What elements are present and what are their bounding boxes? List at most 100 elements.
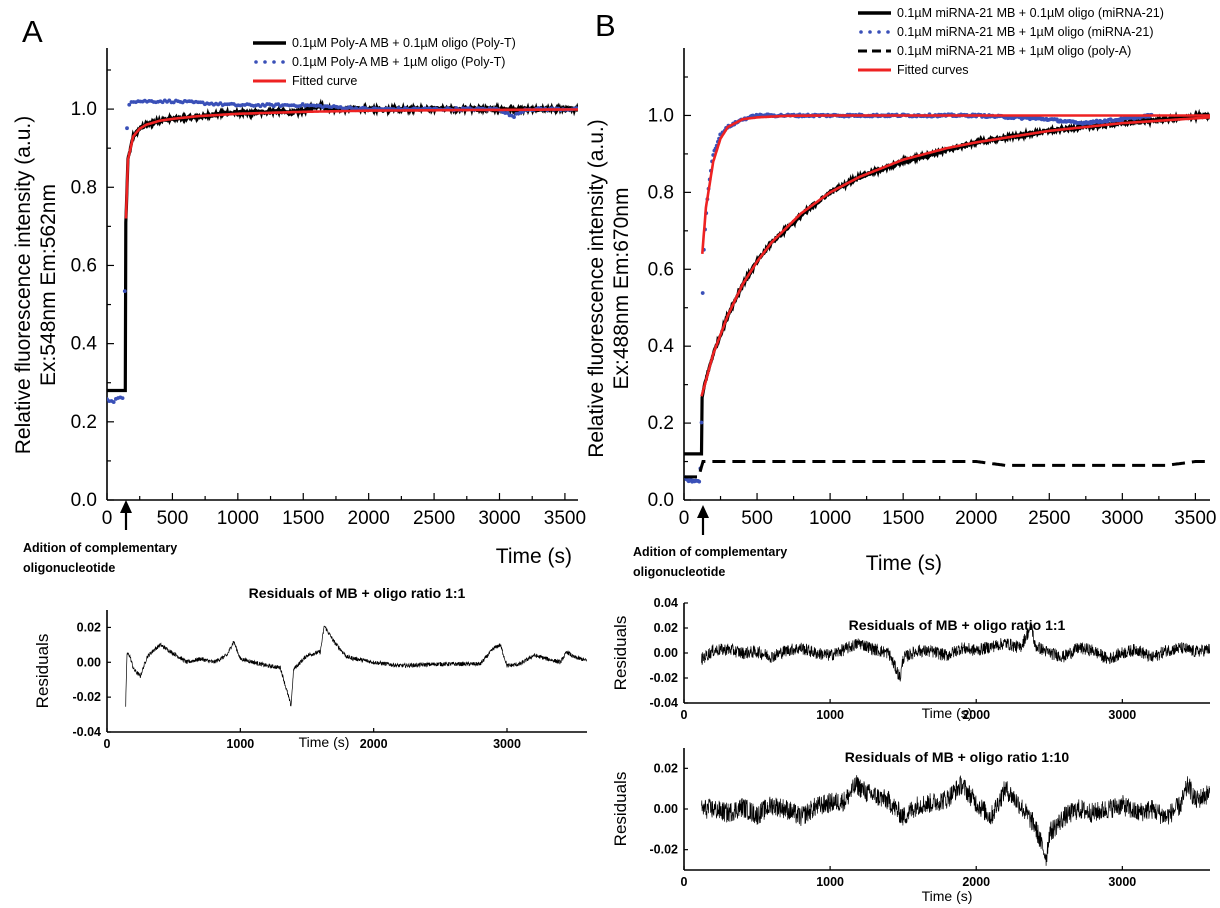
y-tick-label: -0.02: [650, 843, 679, 857]
y-axis-title: Residuals: [611, 772, 630, 847]
data-point: [700, 291, 705, 295]
x-tick-label: 3500: [544, 508, 586, 529]
residuals-line: [701, 622, 1210, 682]
addition-annotation-a: Adition of complementary oligonucleotide: [23, 500, 177, 575]
legend-b-item-4: Fitted curves: [897, 63, 969, 77]
series-line-fit: [701, 114, 1210, 254]
series-line-fit: [124, 108, 578, 219]
x-tick-label: 0: [102, 508, 113, 529]
y-tick-label: 0.02: [654, 621, 678, 635]
y-tick-label: 0.6: [71, 255, 97, 276]
y-tick-label: 0.8: [648, 182, 674, 203]
residuals-title: Residuals of MB + oligo ratio 1:1: [249, 585, 466, 601]
chart-b-residuals-10: 0 1000 2000 3000 -0.02 0.00 0.02 Time (s) Residu…: [611, 748, 1210, 904]
y-tick-label: 0.8: [71, 177, 97, 198]
x-tick-label: 2000: [955, 508, 997, 529]
x-axis-title: Time (s): [299, 734, 350, 750]
legend-b: 0.1µM miRNA-21 MB + 0.1µM oligo (miRNA-2…: [858, 6, 1164, 77]
x-axis-title: Time (s): [922, 705, 973, 721]
y-tick-label: 0.04: [654, 596, 678, 610]
y-tick-label: 0.4: [648, 336, 675, 357]
x-tick-label: 1000: [226, 737, 254, 751]
x-tick-label: 2000: [962, 708, 990, 722]
y-tick-label: 0.0: [648, 490, 674, 511]
y-axis-title: Residuals: [33, 634, 52, 709]
annotation-a-line-2: oligonucleotide: [23, 561, 115, 575]
legend-swatch-blue-dots: [859, 30, 890, 34]
legend-a: 0.1µM Poly-A MB + 0.1µM oligo (Poly-T) 0…: [253, 36, 516, 88]
series-points-blue: [684, 112, 1154, 484]
chart-b-residuals-1: 0 1000 2000 3000 -0.04 -0.02 0.00 0.02 0.04 Time …: [611, 596, 1210, 722]
legend-b-item-3: 0.1µM miRNA-21 MB + 1µM oligo (poly-A): [897, 44, 1131, 58]
legend-swatch-blue-dots: [254, 60, 285, 64]
y-axis-subtitle: Ex:548nm Em:562nm: [37, 184, 60, 386]
residuals-title: Residuals of MB + oligo ratio 1:10: [845, 749, 1070, 765]
y-tick-label: 0.02: [654, 761, 678, 775]
y-tick-label: 0.0: [71, 490, 97, 511]
y-tick-label: -0.04: [73, 725, 102, 739]
y-tick-label: 1.0: [648, 105, 674, 126]
data-point: [512, 115, 516, 120]
series-line-black: [684, 108, 1210, 456]
y-tick-label: -0.02: [650, 671, 679, 685]
x-tick-label: 1500: [882, 508, 924, 529]
chart-a-main: 0 500 1000 1500 2000 2500 3000 3500 0.0 0.2 0.4 0.6…: [12, 48, 586, 568]
series-line-fit: [700, 116, 1210, 397]
x-tick-label: 1000: [809, 508, 851, 529]
x-tick-label: 1000: [816, 875, 844, 889]
y-tick-label: -0.04: [650, 696, 679, 710]
panel-letter-b: B: [595, 8, 616, 43]
x-tick-label: 0: [681, 875, 688, 889]
x-tick-label: 500: [157, 508, 189, 529]
y-tick-label: 0.00: [77, 655, 101, 669]
x-tick-label: 2500: [413, 508, 455, 529]
legend-a-item-2: 0.1µM Poly-A MB + 1µM oligo (Poly-T): [292, 55, 505, 69]
x-axis-title: Time (s): [496, 545, 572, 568]
plot-area: [684, 108, 1210, 484]
x-tick-label: 0: [104, 737, 111, 751]
legend-b-item-1: 0.1µM miRNA-21 MB + 0.1µM oligo (miRNA-2…: [897, 6, 1164, 20]
legend-a-item-3: Fitted curve: [292, 74, 357, 88]
x-axis-title: Time (s): [866, 552, 942, 575]
chart-a-residuals: 0 1000 2000 3000 -0.04 -0.02 0.00 0.02 Time (s) R…: [33, 585, 587, 751]
y-tick-label: 0.2: [71, 412, 97, 433]
x-axis-title: Time (s): [922, 888, 973, 904]
y-tick-label: 0.02: [77, 620, 101, 634]
x-tick-label: 0: [681, 708, 688, 722]
y-tick-label: 0.2: [648, 413, 674, 434]
data-point: [122, 289, 127, 293]
plot-area: [701, 774, 1210, 866]
x-tick-label: 3000: [1108, 875, 1136, 889]
annotation-b-line-1: Adition of complementary: [633, 545, 787, 559]
series-line-dashed: [684, 460, 1210, 479]
x-tick-label: 2000: [360, 737, 388, 751]
data-point: [120, 396, 125, 401]
y-tick-label: 0.00: [654, 802, 678, 816]
legend-a-item-1: 0.1µM Poly-A MB + 0.1µM oligo (Poly-T): [292, 36, 516, 50]
data-point: [111, 400, 116, 404]
plot-area: [125, 625, 587, 707]
y-tick-label: 0.6: [648, 259, 674, 280]
annotation-a-line-1: Adition of complementary: [23, 541, 177, 555]
x-tick-label: 1500: [282, 508, 324, 529]
data-point: [699, 420, 704, 425]
residuals-title: Residuals of MB + oligo ratio 1:1: [849, 617, 1066, 633]
y-axis-title: Relative fluorescence intensity (a.u.): [12, 116, 35, 455]
x-tick-label: 2000: [962, 875, 990, 889]
residuals-line: [125, 625, 587, 707]
y-tick-label: 0.00: [654, 646, 678, 660]
data-point: [125, 126, 129, 131]
x-tick-label: 500: [741, 508, 773, 529]
residuals-line: [701, 774, 1210, 866]
x-tick-label: 3000: [478, 508, 520, 529]
x-tick-label: 3000: [1108, 708, 1136, 722]
panel-letter-a: A: [22, 14, 43, 49]
x-tick-label: 0: [679, 508, 690, 529]
y-axis-title: Relative fluorescence intensity (a.u.): [585, 119, 608, 458]
data-point: [127, 102, 132, 107]
data-point: [697, 479, 702, 484]
addition-annotation-b: Adition of complementary oligonucleotide: [633, 505, 787, 579]
x-tick-label: 1000: [816, 708, 844, 722]
legend-b-item-2: 0.1µM miRNA-21 MB + 1µM oligo (miRNA-21): [897, 25, 1153, 39]
